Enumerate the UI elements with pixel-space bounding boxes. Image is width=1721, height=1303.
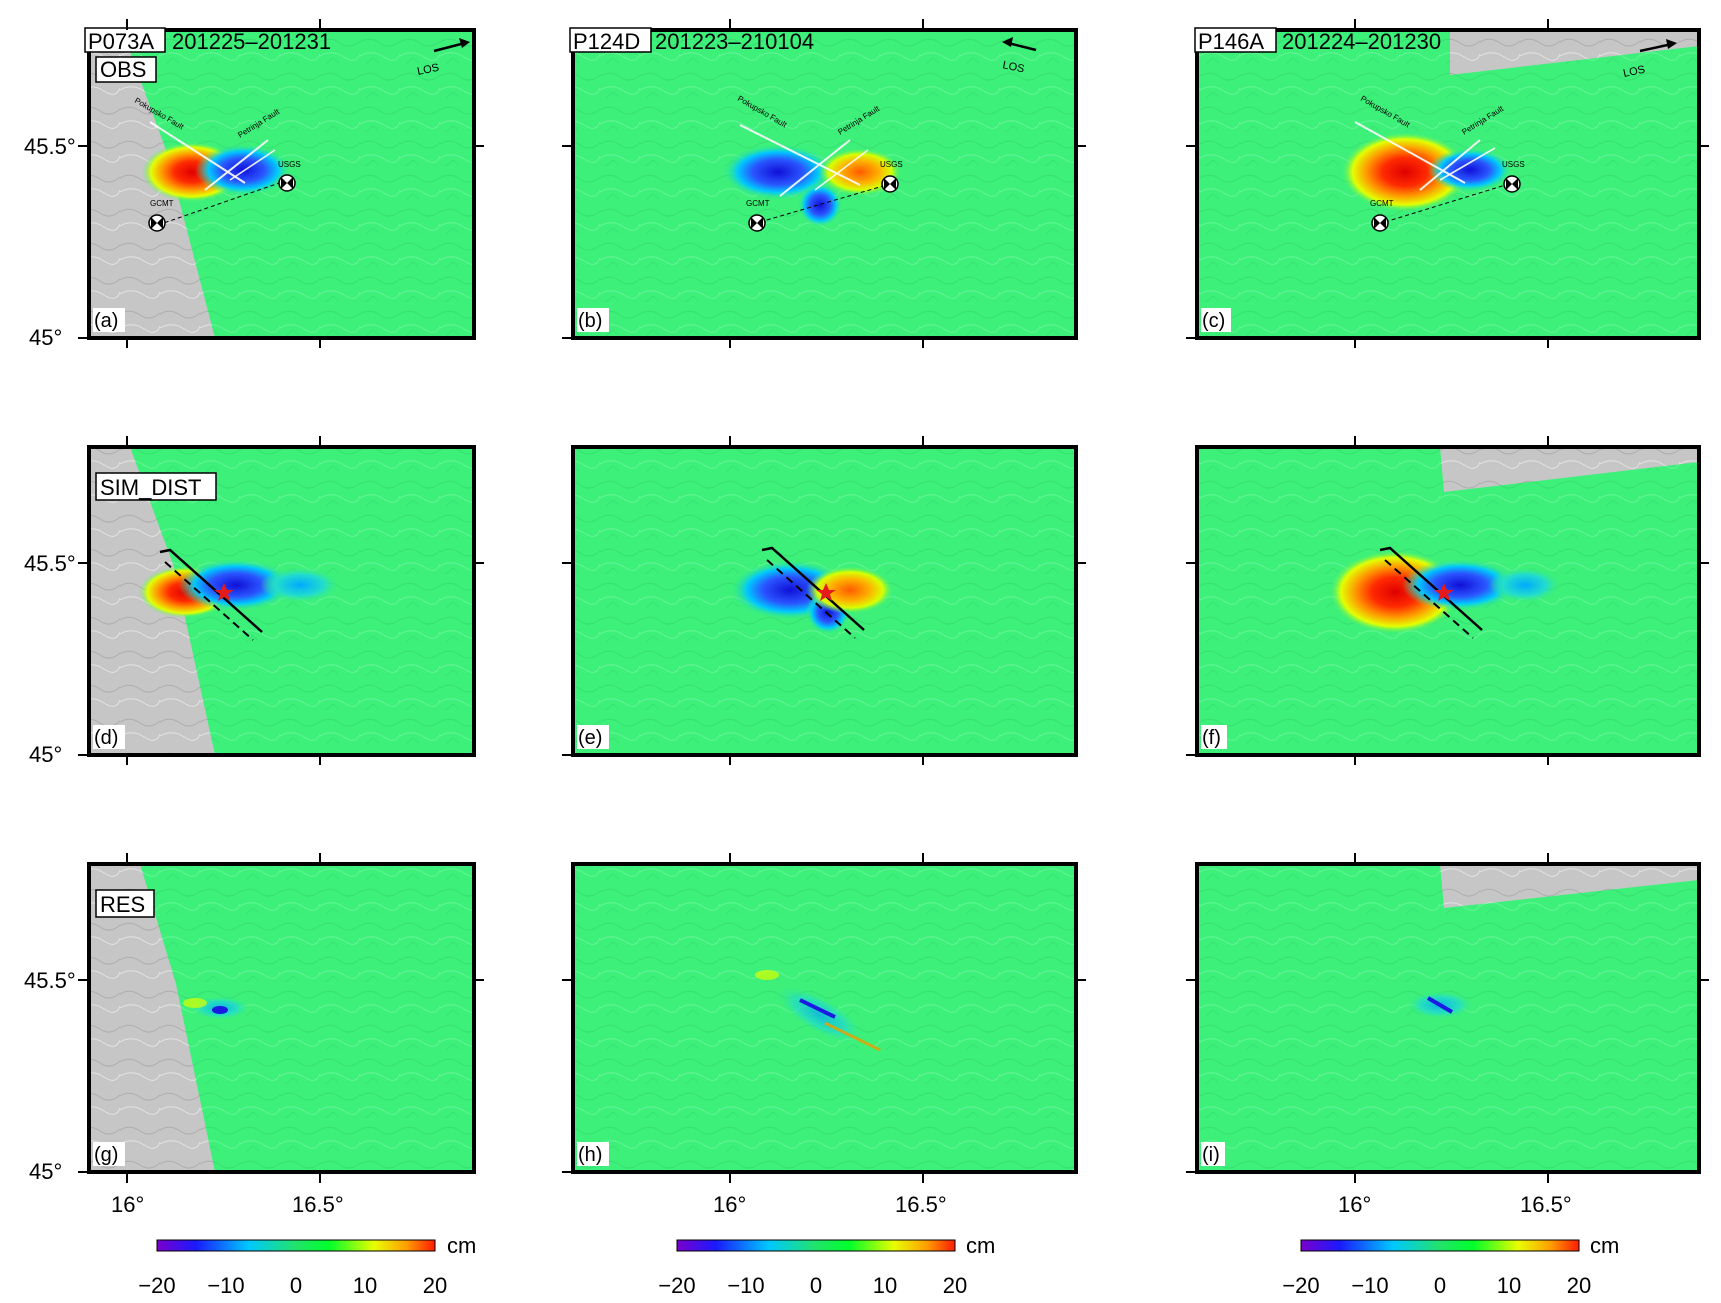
lat-label: 45° bbox=[29, 742, 62, 767]
panel-letter-f: (f) bbox=[1201, 725, 1227, 749]
los-arrow-icon bbox=[433, 38, 470, 53]
colorbar-tick: −10 bbox=[207, 1273, 244, 1298]
panel-letter: (a) bbox=[94, 310, 118, 332]
row-label-obs: OBS bbox=[95, 56, 157, 83]
panel-f bbox=[1195, 445, 1701, 757]
beachball-gcmt-icon bbox=[748, 214, 766, 232]
colorbar-unit: cm bbox=[966, 1233, 995, 1258]
colorbar-2: cm −20 −10 0 10 20 bbox=[658, 1233, 995, 1298]
panel-i bbox=[1195, 862, 1701, 1174]
lon-label: 16.5° bbox=[1520, 1192, 1572, 1217]
epicenter-star-icon bbox=[214, 583, 234, 601]
los-label: LOS bbox=[1001, 59, 1025, 75]
lat-label: 45.5° bbox=[24, 968, 76, 993]
colorbar-tick: 20 bbox=[1567, 1273, 1591, 1298]
colorbar-tick: −10 bbox=[1351, 1273, 1388, 1298]
track-dates: 201223–210104 bbox=[655, 29, 814, 54]
panel-letter-a: (a) bbox=[93, 308, 125, 332]
lon-label: 16° bbox=[713, 1192, 746, 1217]
usgs-label: USGS bbox=[1502, 160, 1525, 169]
panel-letter-d: (d) bbox=[93, 725, 125, 749]
lat-label: 45.5° bbox=[24, 134, 76, 159]
gcmt-label: GCMT bbox=[1370, 199, 1394, 208]
panel-letter: (c) bbox=[1202, 310, 1225, 332]
lon-label: 16.5° bbox=[292, 1192, 344, 1217]
track-id: P124D bbox=[573, 29, 640, 54]
row-label-sim-dist: SIM_DIST bbox=[95, 472, 217, 501]
panel-letter-g: (g) bbox=[93, 1142, 125, 1166]
track-header-a: P073A 201225–201231 bbox=[84, 27, 331, 54]
panel-letter: (f) bbox=[1202, 727, 1221, 749]
track-dates: 201224–201230 bbox=[1282, 29, 1441, 54]
usgs-label: USGS bbox=[880, 160, 903, 169]
gcmt-label: GCMT bbox=[150, 199, 174, 208]
colorbar-tick: 0 bbox=[290, 1273, 302, 1298]
panel-letter: (d) bbox=[94, 727, 118, 749]
lat-label: 45° bbox=[29, 1159, 62, 1184]
lon-label: 16° bbox=[1338, 1192, 1371, 1217]
panel-letter: (h) bbox=[578, 1144, 602, 1166]
panel-letter-c: (c) bbox=[1201, 308, 1231, 332]
colorbar-tick: 10 bbox=[1497, 1273, 1521, 1298]
colorbar-tick: −10 bbox=[727, 1273, 764, 1298]
colorbar-tick: 20 bbox=[423, 1273, 447, 1298]
panel-letter: (e) bbox=[578, 727, 602, 749]
beachball-gcmt-icon bbox=[1371, 214, 1389, 232]
lat-label: 45.5° bbox=[24, 551, 76, 576]
beachball-gcmt-icon bbox=[148, 214, 166, 232]
colorbar-tick: −20 bbox=[658, 1273, 695, 1298]
panel-c bbox=[1195, 28, 1701, 340]
track-id: P073A bbox=[88, 29, 154, 54]
beachball-usgs-icon bbox=[1503, 175, 1521, 193]
track-header-c: P146A 201224–201230 bbox=[1194, 27, 1441, 54]
beachball-usgs-icon bbox=[881, 175, 899, 193]
lat-label: 45° bbox=[29, 325, 62, 350]
los-label: LOS bbox=[1622, 64, 1646, 80]
panel-d bbox=[87, 445, 476, 757]
track-id: P146A bbox=[1198, 29, 1264, 54]
panel-letter: (b) bbox=[578, 310, 602, 332]
colorbar-tick: 10 bbox=[353, 1273, 377, 1298]
row-label-res: RES bbox=[95, 889, 155, 918]
colorbar-tick: 0 bbox=[1434, 1273, 1446, 1298]
panel-e bbox=[571, 445, 1078, 757]
axis-ticks bbox=[78, 19, 1709, 1183]
panel-b bbox=[571, 28, 1078, 340]
colorbar-tick: 20 bbox=[943, 1273, 967, 1298]
track-dates: 201225–201231 bbox=[172, 29, 331, 54]
colorbar-tick: 0 bbox=[810, 1273, 822, 1298]
gcmt-label: GCMT bbox=[746, 199, 770, 208]
usgs-label: USGS bbox=[278, 160, 301, 169]
row-label: SIM_DIST bbox=[100, 475, 201, 500]
panel-letter-b: (b) bbox=[577, 308, 609, 332]
los-arrow-icon bbox=[1002, 37, 1037, 52]
panel-letter-i: (i) bbox=[1201, 1142, 1225, 1166]
epicenter-star-icon bbox=[816, 583, 836, 601]
colorbar-unit: cm bbox=[447, 1233, 476, 1258]
colorbar-tick: −20 bbox=[1282, 1273, 1319, 1298]
los-arrow-icon bbox=[1639, 39, 1677, 53]
panel-letter-e: (e) bbox=[577, 725, 609, 749]
beachball-usgs-icon bbox=[278, 174, 296, 192]
epicenter-star-icon bbox=[1434, 583, 1454, 601]
colorbar-tick: −20 bbox=[138, 1273, 175, 1298]
colorbar-3: cm −20 −10 0 10 20 bbox=[1282, 1233, 1619, 1298]
panel-letter-h: (h) bbox=[577, 1142, 609, 1166]
track-header-b: P124D 201223–210104 bbox=[569, 27, 814, 54]
los-label: LOS bbox=[416, 62, 440, 78]
row-label: OBS bbox=[100, 57, 146, 82]
panel-letter: (i) bbox=[1202, 1144, 1220, 1166]
lon-label: 16.5° bbox=[895, 1192, 947, 1217]
colorbar-tick: 10 bbox=[873, 1273, 897, 1298]
row-label: RES bbox=[100, 892, 145, 917]
lon-label: 16° bbox=[111, 1192, 144, 1217]
panel-h bbox=[571, 862, 1078, 1174]
panel-letter: (g) bbox=[94, 1144, 118, 1166]
colorbar-unit: cm bbox=[1590, 1233, 1619, 1258]
colorbar-1: cm −20 −10 0 10 20 bbox=[138, 1233, 476, 1298]
